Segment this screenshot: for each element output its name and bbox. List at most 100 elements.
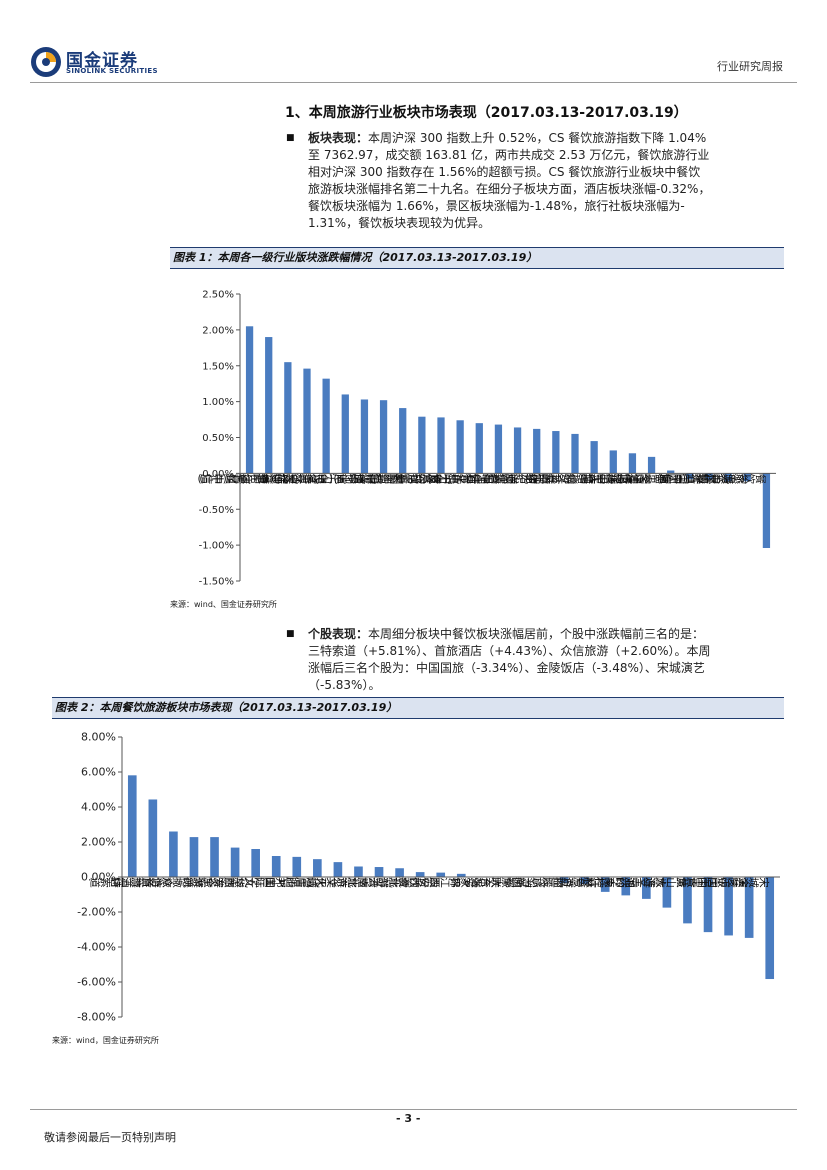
bar bbox=[662, 877, 672, 908]
x-tick-label: 农林牧渔(中信) bbox=[657, 472, 729, 484]
x-tick-label: 纺织服装(中信) bbox=[466, 472, 538, 484]
y-tick-label: -0.50% bbox=[199, 505, 234, 516]
bar bbox=[333, 862, 343, 877]
x-tick-label: 北部湾旅 bbox=[357, 876, 400, 888]
x-tick-label: 金陵饭店 bbox=[706, 876, 750, 888]
x-tick-label: 腾邦国际 bbox=[254, 876, 298, 888]
x-tick-label: 北京文化 bbox=[316, 876, 359, 888]
document-type-label: 行业研究周报 bbox=[717, 60, 783, 73]
bar bbox=[284, 362, 292, 474]
bar bbox=[552, 431, 560, 474]
bar bbox=[533, 428, 541, 474]
disclaimer-note: 敬请参阅最后一页特别声明 bbox=[44, 1131, 176, 1144]
x-tick-label: 峨眉山A bbox=[278, 876, 318, 888]
x-tick-label: 大连圣亚 bbox=[625, 876, 668, 888]
bar bbox=[437, 417, 445, 474]
x-tick-label: 三湘印象 bbox=[604, 876, 646, 888]
x-tick-label: 宋城演艺 bbox=[728, 876, 771, 888]
bullet-square-icon: ■ bbox=[286, 629, 295, 639]
para2-line: 涨幅后三名个股为：中国国旅（-3.34%）、金陵饭店（-3.48%）、宋城演艺 bbox=[308, 661, 705, 675]
y-tick-label: -6.00% bbox=[77, 976, 116, 989]
x-tick-label: 云南旅游 bbox=[336, 876, 379, 888]
bar bbox=[686, 473, 694, 480]
figure2-title: 图表 2：本周餐饮旅游板块市场表现（2017.03.13-2017.03.19） bbox=[55, 701, 398, 714]
y-tick-label: 4.00% bbox=[81, 801, 116, 814]
x-tick-label: 家电(中信) bbox=[697, 472, 748, 484]
x-tick-label: 曲江文旅 bbox=[233, 876, 276, 888]
x-tick-label: 机械(中信) bbox=[333, 472, 384, 484]
x-tick-label: 石油石化(中信) bbox=[427, 472, 498, 484]
x-tick-label: 传媒(中信) bbox=[582, 472, 632, 484]
bar bbox=[148, 799, 158, 877]
x-tick-label: 黄山旅游 bbox=[645, 876, 689, 888]
bar bbox=[724, 877, 733, 936]
x-tick-label: 三特索道 bbox=[90, 876, 132, 888]
y-tick-label: -8.00% bbox=[77, 1011, 116, 1024]
bar bbox=[590, 441, 598, 474]
bar bbox=[379, 400, 388, 474]
stock-performance-label: 个股表现： bbox=[308, 627, 369, 641]
x-tick-label: 基础化工(中信) bbox=[485, 472, 557, 484]
figure1-title: 图表 1：本周各一级行业版块涨跌幅情况（2017.03.13-2017.03.1… bbox=[173, 251, 538, 264]
bar bbox=[189, 837, 199, 877]
bar bbox=[559, 877, 569, 884]
y-tick-label: 0.00% bbox=[202, 469, 234, 480]
para2-line: 本周细分板块中餐饮板块涨幅居前，个股中涨跌幅前三名的是： bbox=[368, 627, 705, 641]
bar bbox=[322, 378, 330, 474]
x-tick-label: 张家界 bbox=[450, 876, 482, 888]
x-tick-label: 凯撒旅游 bbox=[151, 876, 195, 888]
sector-performance-paragraph: 板块表现：本周沪深 300 指数上升 0.52%，CS 餐饮旅游指数下降 1.0… bbox=[308, 130, 784, 232]
para2-line: （-5.83%）。 bbox=[308, 678, 381, 692]
x-tick-label: 餐饮旅游(中信) bbox=[695, 472, 767, 484]
para1-line: 餐饮板块涨幅为 1.66%，景区板块涨幅为-1.48%，旅行社板块涨幅为- bbox=[308, 199, 685, 213]
sector-performance-label: 板块表现： bbox=[308, 131, 369, 145]
x-tick-label: 九华旅游 bbox=[213, 876, 256, 888]
y-tick-label: 2.50% bbox=[202, 290, 234, 301]
y-tick-label: -2.00% bbox=[77, 906, 116, 919]
x-tick-label: 汽车(中信) bbox=[563, 472, 614, 484]
y-tick-label: 2.00% bbox=[81, 836, 116, 849]
bar bbox=[127, 775, 137, 877]
x-tick-label: 华天酒店 bbox=[295, 876, 339, 888]
para1-line: 1.31%，餐饮板块表现较为优异。 bbox=[308, 216, 491, 230]
bar bbox=[647, 456, 656, 474]
figure2-source: 来源：wind，国金证券研究所 bbox=[52, 1036, 159, 1045]
x-tick-label: 号百控股 bbox=[542, 876, 585, 888]
y-tick-label: 1.50% bbox=[202, 361, 234, 372]
bar bbox=[374, 867, 384, 877]
x-tick-label: 锦江股份 bbox=[419, 876, 463, 888]
x-tick-label: 大东海A bbox=[463, 876, 503, 888]
bar bbox=[571, 433, 579, 474]
y-tick-label: 6.00% bbox=[81, 766, 116, 779]
bar bbox=[399, 408, 407, 474]
x-tick-label: 交通运输(中信) bbox=[580, 472, 652, 484]
bar bbox=[251, 849, 260, 877]
bar bbox=[271, 856, 281, 877]
x-tick-label: 中国国旅 bbox=[686, 876, 730, 888]
bar bbox=[292, 856, 302, 877]
y-tick-label: 1.00% bbox=[202, 397, 234, 408]
tourism-stocks-chart: 8.00% 6.00% 4.00% 2.00% 0.00% -2.00% -4.00% -6.… bbox=[77, 731, 780, 1024]
x-tick-label: 丽江旅游 bbox=[521, 876, 564, 888]
x-tick-label: 电力及公用事... bbox=[387, 472, 461, 484]
para1-line: 至 7362.97，成交额 163.81 亿，两市共成交 2.53 万亿元，餐饮… bbox=[308, 148, 710, 162]
section-title: 1、本周旅游行业板块市场表现（2017.03.13-2017.03.19） bbox=[285, 105, 688, 121]
bar bbox=[456, 873, 466, 877]
para1-line: 相对沪深 300 指数存在 1.56%的超额亏损。CS 餐饮旅游行业板块中餐饮 bbox=[308, 165, 701, 179]
bar bbox=[724, 473, 732, 482]
footer-divider bbox=[30, 1109, 797, 1110]
bar bbox=[609, 450, 617, 474]
figure1-title-band: 图表 1：本周各一级行业版块涨跌幅情况（2017.03.13-2017.03.1… bbox=[170, 247, 784, 269]
bullet-square-icon: ■ bbox=[286, 133, 295, 143]
bar bbox=[245, 326, 254, 474]
x-tick-label: 煤炭(中信) bbox=[257, 472, 308, 484]
x-tick-label: *ST新都 bbox=[503, 876, 543, 888]
bar bbox=[580, 877, 589, 884]
para1-line: 旅游板块涨幅排名第二十九名。在细分子板块方面，酒店板块涨幅-0.32%， bbox=[308, 182, 711, 196]
bar bbox=[303, 368, 311, 474]
bar bbox=[683, 877, 692, 924]
logo-en-text: SINOLINK SECURITIES bbox=[66, 67, 158, 75]
bar bbox=[354, 866, 363, 877]
y-tick-label: 0.50% bbox=[202, 433, 234, 444]
x-tick-label: 西安饮食 bbox=[398, 876, 441, 888]
